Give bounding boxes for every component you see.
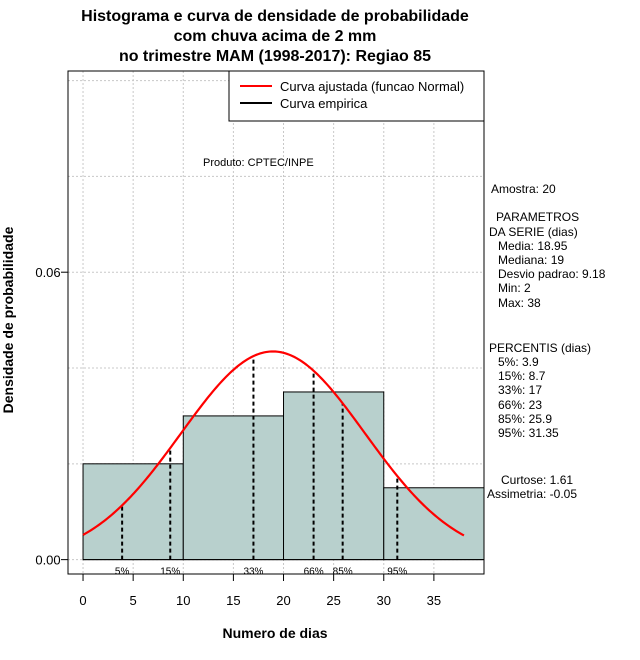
x-tick-label: 30 xyxy=(377,593,391,608)
y-tick-label: 0.06 xyxy=(35,265,60,280)
percentile-label: 15% xyxy=(160,567,180,578)
chart-title-line-3: no trimestre MAM (1998-2017): Regiao 85 xyxy=(119,48,431,65)
fitted-curve-layer xyxy=(82,350,465,537)
stat-min: Min: 2 xyxy=(498,281,531,295)
y-axis-label: Densidade de probabilidade xyxy=(0,226,16,413)
stat-parametros-title-2: DA SERIE (dias) xyxy=(489,225,578,239)
percentile-label: 66% xyxy=(304,567,324,578)
stat-p66: 66%: 23 xyxy=(498,398,542,412)
legend-normal-label: Curva ajustada (funcao Normal) xyxy=(280,79,464,94)
histogram-bar xyxy=(383,487,485,561)
legend-empirical-label: Curva empirica xyxy=(280,96,368,111)
stat-p33: 33%: 17 xyxy=(498,383,542,397)
x-tick-label: 10 xyxy=(176,593,190,608)
percentile-label: 5% xyxy=(115,567,130,578)
x-tick-label: 0 xyxy=(79,593,86,608)
percentile-label: 33% xyxy=(243,567,263,578)
histogram-bar xyxy=(283,391,385,561)
chart-title-line-2: com chuva acima de 2 mm xyxy=(174,28,377,45)
product-note: Produto: CPTEC/INPE xyxy=(203,157,314,169)
x-tick-label: 5 xyxy=(130,593,137,608)
stat-desvio: Desvio padrao: 9.18 xyxy=(498,267,606,281)
percentile-label: 95% xyxy=(387,567,407,578)
histogram-bars xyxy=(82,391,485,561)
histogram-bar xyxy=(182,415,285,561)
stat-amostra: Amostra: 20 xyxy=(491,182,556,196)
x-tick-label: 25 xyxy=(326,593,340,608)
x-tick-label: 15 xyxy=(226,593,240,608)
stat-percentis-title: PERCENTIS (dias) xyxy=(489,341,591,355)
stats-panel: Amostra: 20 PARAMETROS DA SERIE (dias) M… xyxy=(487,182,606,501)
y-tick-label: 0.00 xyxy=(35,553,60,568)
stat-max: Max: 38 xyxy=(498,296,541,310)
x-tick-label: 20 xyxy=(276,593,290,608)
stat-p15: 15%: 8.7 xyxy=(498,369,546,383)
x-axis-label: Numero de dias xyxy=(222,625,327,641)
legend-box xyxy=(228,70,485,122)
histogram-bar xyxy=(82,463,184,561)
stat-curtose: Curtose: 1.61 xyxy=(501,473,573,487)
stat-assimetria: Assimetria: -0.05 xyxy=(487,487,577,501)
chart-title-line-1: Histograma e curva de densidade de proba… xyxy=(81,8,469,25)
stat-mediana: Mediana: 19 xyxy=(498,253,564,267)
stat-media: Media: 18.95 xyxy=(498,239,568,253)
stat-parametros-title-1: PARAMETROS xyxy=(496,210,579,224)
percentile-label: 85% xyxy=(333,567,353,578)
axes: 0 5 10 15 20 25 30 35 0.00 0.06 xyxy=(35,265,441,608)
stat-p95: 95%: 31.35 xyxy=(498,426,559,440)
fitted-normal-curve xyxy=(82,350,465,537)
x-tick-label: 35 xyxy=(427,593,441,608)
stat-p85: 85%: 25.9 xyxy=(498,412,552,426)
stat-p5: 5%: 3.9 xyxy=(498,355,539,369)
legend: Curva ajustada (funcao Normal) Curva emp… xyxy=(228,70,485,122)
percentile-markers: 5% 15% 33% 66% 85% 95% xyxy=(115,356,407,578)
